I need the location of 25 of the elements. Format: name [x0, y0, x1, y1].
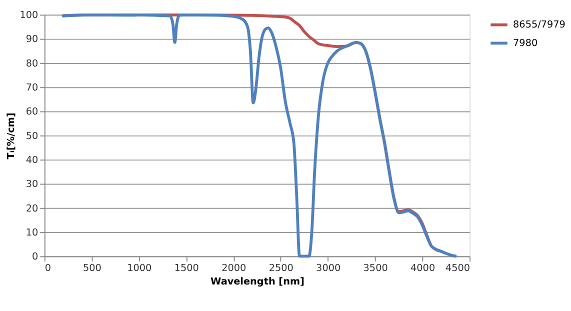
x-tick-label: 2000 — [222, 263, 246, 274]
y-axis-title: Tᵢ[%/cm] — [6, 112, 17, 160]
x-tick-label: 1000 — [127, 263, 152, 274]
legend-label: 8655/7979 — [513, 20, 566, 31]
y-tick-label: 70 — [26, 82, 38, 94]
x-tick-label: 500 — [82, 263, 102, 274]
x-tick-label: 0 — [44, 263, 52, 274]
y-tick-label: 80 — [26, 58, 38, 70]
x-axis-title: Wavelength [nm] — [210, 276, 304, 288]
x-tick-label: 1500 — [174, 263, 199, 274]
x-tick-label: 4000 — [410, 263, 436, 274]
y-tick-label: 30 — [26, 179, 38, 190]
y-tick-label: 60 — [26, 106, 38, 118]
x-tick-label: 3500 — [363, 263, 388, 274]
x-tick-label: 4500 — [445, 263, 470, 274]
y-tick-label: 90 — [26, 34, 38, 46]
y-tick-label: 50 — [26, 130, 38, 142]
y-tick-label: 0 — [32, 252, 38, 263]
legend-label: 7980 — [513, 38, 538, 50]
y-tick-label: 40 — [26, 154, 38, 166]
y-tick-label: 10 — [26, 227, 38, 238]
y-tick-label: 20 — [26, 203, 38, 214]
x-tick-label: 2500 — [268, 263, 294, 274]
y-tick-label: 100 — [20, 10, 38, 22]
x-tick-label: 3000 — [316, 263, 341, 274]
